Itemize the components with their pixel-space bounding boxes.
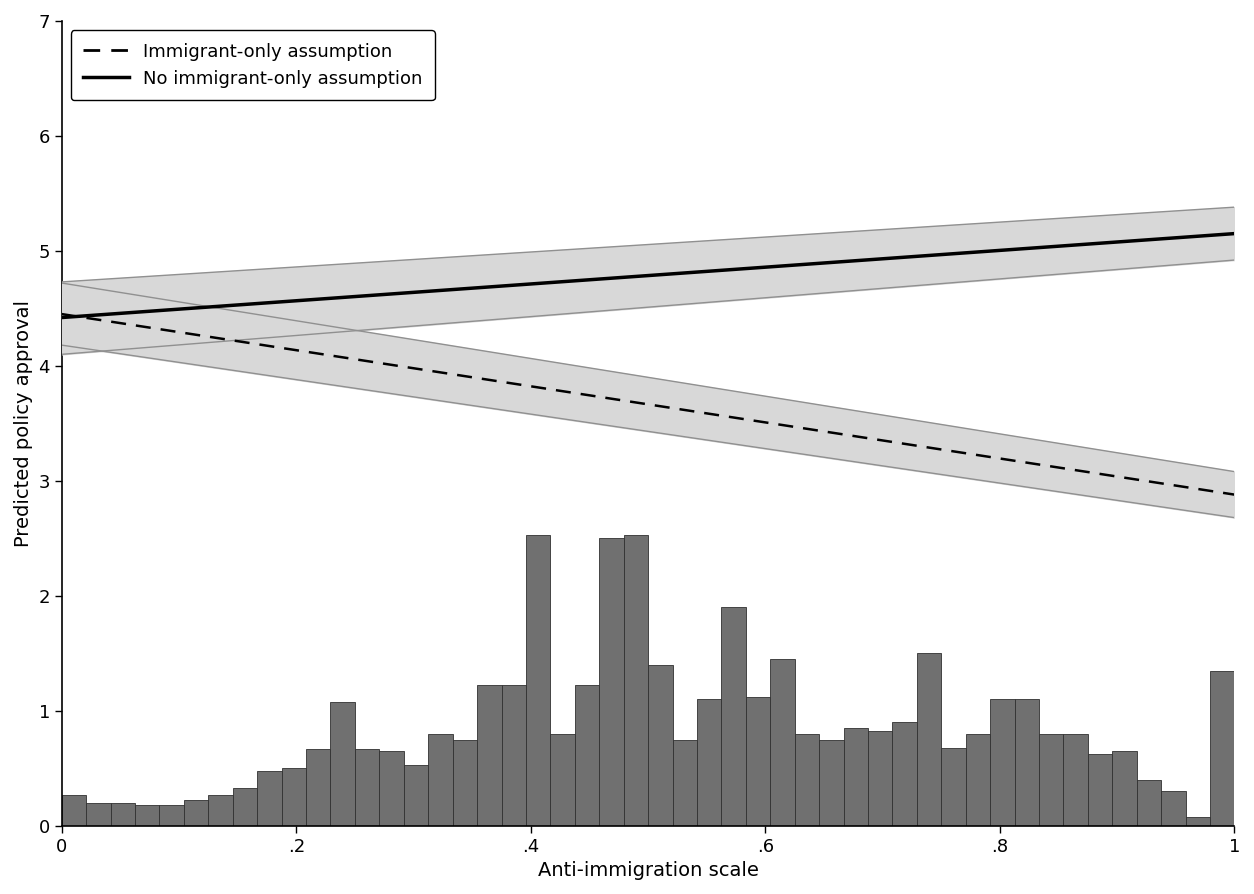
Y-axis label: Predicted policy approval: Predicted policy approval [14,299,33,547]
Bar [819,739,844,826]
Bar [1210,670,1234,826]
Bar [1087,755,1112,826]
Bar [87,803,110,826]
Bar [1112,751,1136,826]
Bar [184,800,208,826]
Bar [551,734,574,826]
Bar [574,686,599,826]
Bar [61,795,87,826]
Bar [1185,816,1210,826]
Bar [331,702,355,826]
Bar [623,535,648,826]
Legend: Immigrant-only assumption, No immigrant-only assumption: Immigrant-only assumption, No immigrant-… [70,30,435,100]
Bar [966,734,991,826]
Bar [380,751,404,826]
Bar [746,697,770,826]
Bar [502,686,525,826]
Bar [795,734,819,826]
Bar [648,665,672,826]
Bar [1136,780,1161,826]
Bar [477,686,502,826]
Bar [1014,699,1040,826]
Bar [428,734,453,826]
Bar [355,748,380,826]
Bar [942,747,966,826]
Bar [893,722,917,826]
Bar [1161,791,1185,826]
Bar [135,805,159,826]
Bar [404,764,428,826]
Bar [1040,734,1063,826]
Bar [917,654,942,826]
Bar [257,771,282,826]
Bar [453,739,477,826]
Bar [1063,734,1087,826]
Bar [233,788,257,826]
Bar [282,768,306,826]
X-axis label: Anti-immigration scale: Anti-immigration scale [538,861,759,880]
Bar [991,699,1014,826]
Bar [697,699,721,826]
Bar [208,795,233,826]
Bar [868,731,893,826]
Bar [844,728,868,826]
Bar [110,803,135,826]
Bar [599,538,623,826]
Bar [770,659,795,826]
Bar [306,748,331,826]
Bar [159,805,184,826]
Bar [672,739,697,826]
Bar [721,607,746,826]
Bar [525,535,551,826]
